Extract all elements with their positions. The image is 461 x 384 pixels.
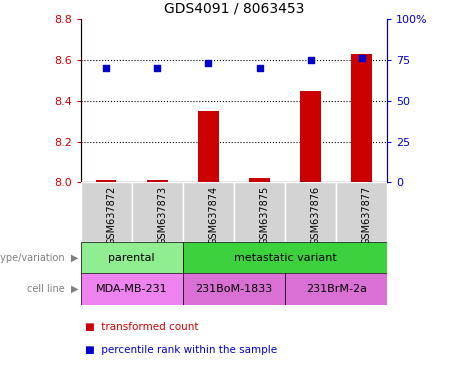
Text: genotype/variation  ▶: genotype/variation ▶ <box>0 253 78 263</box>
Bar <box>351 54 372 182</box>
Text: ■  percentile rank within the sample: ■ percentile rank within the sample <box>85 345 278 355</box>
Bar <box>301 91 321 182</box>
Bar <box>147 180 167 182</box>
Bar <box>132 182 183 242</box>
Point <box>154 65 161 71</box>
Bar <box>198 111 219 182</box>
Bar <box>336 182 387 242</box>
Text: ■  transformed count: ■ transformed count <box>85 322 199 332</box>
Text: 231BrM-2a: 231BrM-2a <box>306 284 366 294</box>
Point <box>205 60 212 66</box>
Bar <box>285 182 336 242</box>
Text: GSM637872: GSM637872 <box>106 185 116 245</box>
Text: MDA-MB-231: MDA-MB-231 <box>96 284 168 294</box>
Bar <box>249 178 270 182</box>
Point <box>307 57 314 63</box>
Title: GDS4091 / 8063453: GDS4091 / 8063453 <box>164 1 304 15</box>
Text: metastatic variant: metastatic variant <box>234 253 337 263</box>
Point <box>358 55 366 61</box>
Text: parental: parental <box>108 253 155 263</box>
Text: GSM637877: GSM637877 <box>362 185 372 245</box>
Bar <box>81 182 132 242</box>
Bar <box>81 242 183 273</box>
Text: GSM637876: GSM637876 <box>311 185 320 245</box>
Bar <box>183 182 234 242</box>
Text: cell line  ▶: cell line ▶ <box>27 284 78 294</box>
Text: GSM637874: GSM637874 <box>208 185 219 245</box>
Text: 231BoM-1833: 231BoM-1833 <box>195 284 272 294</box>
Bar <box>285 273 387 305</box>
Bar <box>96 180 117 182</box>
Bar <box>183 242 387 273</box>
Bar <box>183 273 285 305</box>
Point <box>256 65 263 71</box>
Bar <box>234 182 285 242</box>
Text: GSM637875: GSM637875 <box>260 185 270 245</box>
Text: GSM637873: GSM637873 <box>157 185 167 245</box>
Bar <box>81 273 183 305</box>
Point <box>102 65 110 71</box>
